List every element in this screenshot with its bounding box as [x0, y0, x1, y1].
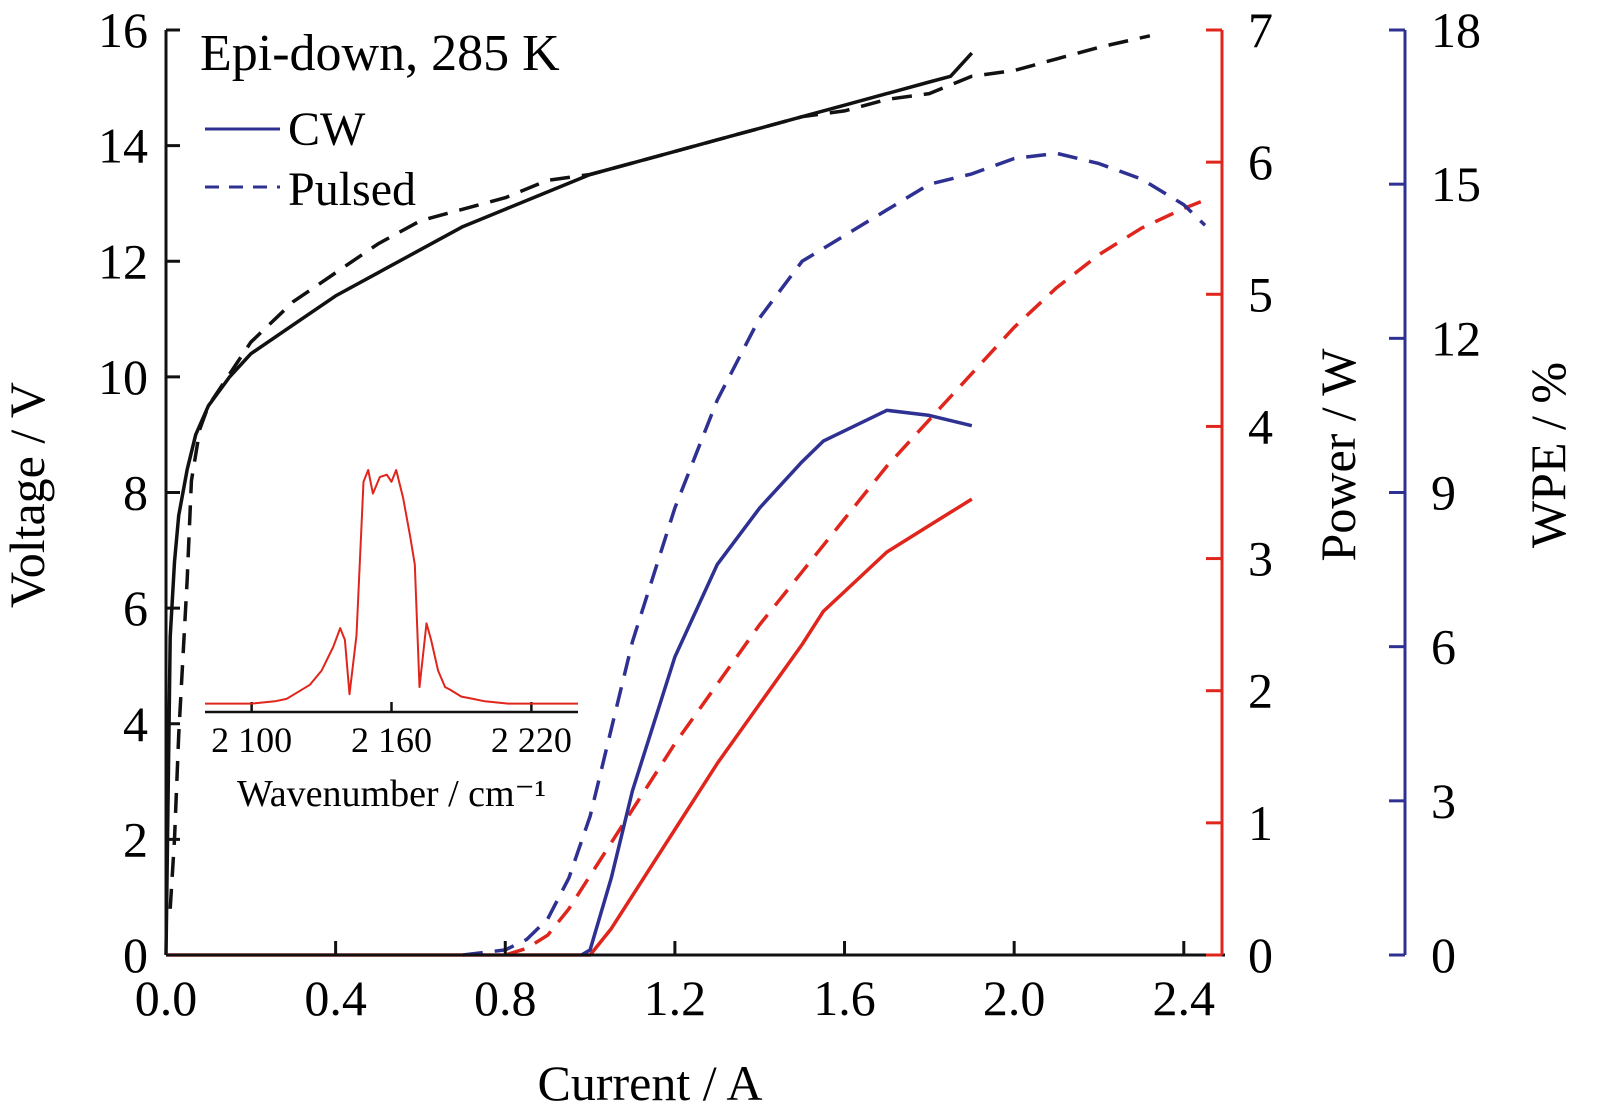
left-tick-label: 0: [123, 927, 148, 983]
wpe-tick-label: 9: [1431, 465, 1456, 521]
wpe-tick-label: 0: [1431, 927, 1456, 983]
left-tick-label: 8: [123, 465, 148, 521]
series-left-cw-line: [164, 51, 974, 956]
left-tick-label: 2: [123, 811, 148, 867]
wpe-tick-label: 6: [1431, 619, 1456, 675]
inset-x-tick-label: 2 220: [491, 720, 572, 760]
right1-axis-title: Power / W: [1310, 348, 1366, 562]
inset-chart: 2 100 2 160 2 220 Wavenumber / cm⁻¹: [205, 469, 578, 815]
left-tick-label: 10: [98, 349, 148, 405]
wpe-tick-label: 12: [1431, 310, 1481, 366]
power-tick-label: 1: [1248, 795, 1273, 851]
legend-label-cw: CW: [288, 103, 366, 156]
x-tick-label: 2.0: [983, 970, 1046, 1026]
inset-x-tick-label: 2 160: [351, 720, 432, 760]
series-right1-pulsed-line: [504, 200, 1202, 957]
power-tick-label: 5: [1248, 266, 1273, 322]
text-layer: Epi-down, 285 K CW Pulsed Current / A Vo…: [0, 25, 1576, 1111]
power-tick-label: 3: [1248, 531, 1273, 587]
power-tick-label: 0: [1248, 927, 1273, 983]
legend-label-pulsed: Pulsed: [288, 163, 416, 216]
series-right2-cw-line: [580, 408, 973, 957]
inset-x-tick-label: 2 100: [211, 720, 292, 760]
x-tick-label: 1.6: [813, 970, 876, 1026]
power-tick-label: 4: [1248, 398, 1273, 454]
x-axis-title: Current / A: [538, 1055, 763, 1111]
right2-axis-title: WPE / %: [1520, 362, 1576, 548]
power-tick-label: 6: [1248, 134, 1273, 190]
axes-layer: 0.0 0.4 0.8 1.2 1.6 2.0 2.40246810121416012345…: [98, 2, 1481, 1026]
left-tick-label: 6: [123, 580, 148, 636]
x-tick-label: 0.8: [474, 970, 537, 1026]
power-tick-label: 7: [1248, 2, 1273, 58]
wpe-tick-label: 3: [1431, 773, 1456, 829]
wpe-tick-label: 18: [1431, 2, 1481, 58]
inset-spectrum-line: [205, 469, 578, 705]
series-right2-pulsed-line: [462, 151, 1207, 957]
series-layer: [164, 34, 1207, 957]
left-tick-label: 16: [98, 2, 148, 58]
inset-x-axis-title: Wavenumber / cm⁻¹: [237, 773, 546, 815]
wpe-tick-label: 15: [1431, 156, 1481, 212]
x-tick-label: 0.4: [304, 970, 367, 1026]
series-left-pulsed-line: [168, 34, 1151, 909]
x-tick-label: 1.2: [644, 970, 707, 1026]
left-tick-label: 12: [98, 233, 148, 289]
chart-annotation: Epi-down, 285 K: [200, 25, 560, 82]
left-axis-title: Voltage / V: [0, 382, 55, 608]
left-tick-label: 4: [123, 696, 148, 752]
power-tick-label: 2: [1248, 663, 1273, 719]
x-tick-label: 0.0: [135, 970, 198, 1026]
left-tick-label: 14: [98, 118, 148, 174]
x-tick-label: 2.4: [1153, 970, 1216, 1026]
